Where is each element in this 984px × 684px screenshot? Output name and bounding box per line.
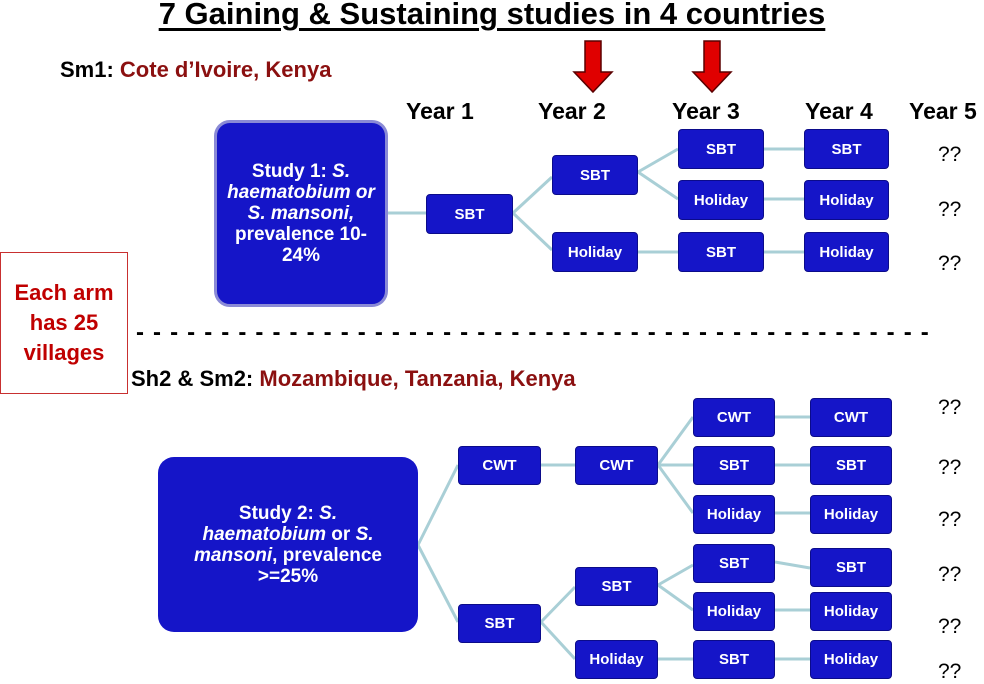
year5-unknown: ?? xyxy=(938,563,962,586)
page-title: 7 Gaining & Sustaining studies in 4 coun… xyxy=(158,0,826,31)
study-1-lead: Study 1: xyxy=(251,161,333,182)
study-1-tail: prevalence 10-24% xyxy=(234,224,368,266)
year-2-label: Year 2 xyxy=(538,98,606,124)
study-2-box: Study 2: S. haematobium or S. mansoni, p… xyxy=(158,457,418,632)
s2-year3-cwt: CWT xyxy=(693,398,775,437)
year5-unknown: ?? xyxy=(938,143,962,166)
study-1-species: S. haematobium or S. mansoni, xyxy=(227,161,375,224)
year5-unknown: ?? xyxy=(938,396,962,419)
s2-year3-sbt-2: SBT xyxy=(693,544,775,583)
s2-year3-holiday-2: Holiday xyxy=(693,592,775,631)
s2-year2-sbt: SBT xyxy=(575,567,658,606)
s2-year4-cwt: CWT xyxy=(810,398,892,437)
year5-unknown: ?? xyxy=(938,508,962,531)
s2-year2-cwt: CWT xyxy=(575,446,658,485)
s1-year4-sbt: SBT xyxy=(804,129,889,169)
s1-year1-sbt: SBT xyxy=(426,194,513,234)
study-2-species-2: S. mansoni xyxy=(194,523,374,566)
year5-unknown: ?? xyxy=(938,660,962,683)
s2-year4-holiday-2: Holiday xyxy=(810,592,892,631)
s1-year2-holiday: Holiday xyxy=(552,232,638,272)
s2-year3-sbt: SBT xyxy=(693,446,775,485)
section2-countries: Mozambique, Tanzania, Kenya xyxy=(259,366,576,391)
year5-unknown: ?? xyxy=(938,198,962,221)
year-4-label: Year 4 xyxy=(805,98,873,124)
study-2-mid: or xyxy=(326,523,356,545)
year5-unknown: ?? xyxy=(938,615,962,638)
s1-year3-sbt: SBT xyxy=(678,129,764,169)
s2-year4-holiday-3: Holiday xyxy=(810,640,892,679)
section-divider: - - - - - - - - - - - - - - - - - - - - … xyxy=(136,319,930,346)
s2-year4-sbt-2: SBT xyxy=(810,548,892,587)
study-2-tail: , prevalence >=25% xyxy=(257,544,382,587)
s2-year3-sbt-3: SBT xyxy=(693,640,775,679)
section2-code: Sh2 & Sm2: xyxy=(131,366,254,391)
each-arm-note: Each arm has 25 villages xyxy=(0,252,128,394)
s1-year3-sbt-2: SBT xyxy=(678,232,764,272)
study-1-box: Study 1: S. haematobium or S. mansoni, p… xyxy=(214,120,388,307)
s2-year1-cwt: CWT xyxy=(458,446,541,485)
study-2-lead: Study 2: xyxy=(238,502,320,524)
s2-year1-sbt: SBT xyxy=(458,604,541,643)
s2-year4-sbt: SBT xyxy=(810,446,892,485)
s1-year2-sbt: SBT xyxy=(552,155,638,195)
s1-year4-holiday-2: Holiday xyxy=(804,232,889,272)
study-2-species-1: S. haematobium xyxy=(202,502,338,545)
year5-unknown: ?? xyxy=(938,456,962,479)
section2-heading: Sh2 & Sm2: Mozambique, Tanzania, Kenya xyxy=(131,366,576,392)
s1-year3-holiday: Holiday xyxy=(678,180,764,220)
year-5-label: Year 5 xyxy=(909,98,977,124)
year-3-label: Year 3 xyxy=(672,98,740,124)
arrow-down-icon xyxy=(572,40,614,94)
section1-countries: Cote d’Ivoire, Kenya xyxy=(119,57,332,82)
year-1-label: Year 1 xyxy=(406,98,474,124)
emphasis-arrows xyxy=(572,40,733,94)
s1-year4-holiday: Holiday xyxy=(804,180,889,220)
arrow-down-icon xyxy=(691,40,733,94)
section1-code: Sm1: xyxy=(60,57,114,82)
s2-year3-holiday: Holiday xyxy=(693,495,775,534)
s2-year2-holiday: Holiday xyxy=(575,640,658,679)
section1-heading: Sm1: Cote d’Ivoire, Kenya xyxy=(60,57,331,83)
year5-unknown: ?? xyxy=(938,252,962,275)
s2-year4-holiday: Holiday xyxy=(810,495,892,534)
